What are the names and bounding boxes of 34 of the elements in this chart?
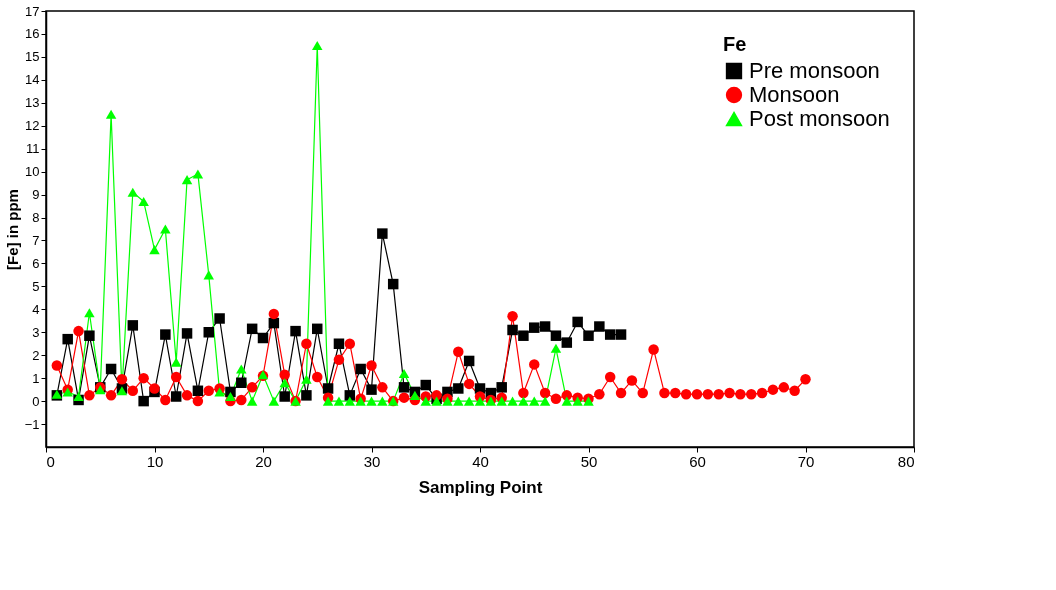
x-tick-label: 10 [146,452,164,470]
x-tick-label: 30 [363,452,381,470]
y-tick-label: 5 [32,278,40,294]
y-tick-label: 11 [26,141,40,157]
x-tick-label: 50 [580,452,598,470]
y-tick-label: 14 [25,72,40,88]
y-tick-label: 7 [32,232,40,248]
y-tick-label: 12 [25,118,40,134]
x-tick-label: 70 [797,452,815,470]
y-tick-label: 1 [32,370,40,386]
y-tick-label: 10 [25,164,40,180]
y-tick-label: 8 [32,210,40,226]
y-tick-label: 4 [32,301,40,317]
y-tick-label: 0 [32,393,40,409]
y-tick-label: 13 [25,95,40,111]
y-tick-label: 16 [25,26,40,42]
x-tick-label: 60 [689,452,706,470]
legend-label: Post monsoon [749,106,890,131]
y-axis-title: [Fe] in ppm [3,189,21,270]
legend-label: Monsoon [749,82,840,107]
y-tick-label: 17 [25,3,40,19]
legend-label: Pre monsoon [749,58,880,83]
legend-title: Fe [723,33,747,55]
x-tick-label: 0 [46,452,55,470]
y-tick-label: 6 [32,255,40,271]
y-tick-label: 15 [25,49,40,65]
y-tick-label: 2 [32,347,40,363]
x-tick-label: 80 [897,452,915,470]
y-tick-label: −1 [24,416,40,432]
y-tick-label: 3 [32,324,40,340]
y-tick-label: 9 [32,187,40,203]
x-tick-label: 40 [472,452,489,470]
x-tick-label: 20 [255,452,272,470]
x-axis-title: Sampling Point [418,477,543,497]
